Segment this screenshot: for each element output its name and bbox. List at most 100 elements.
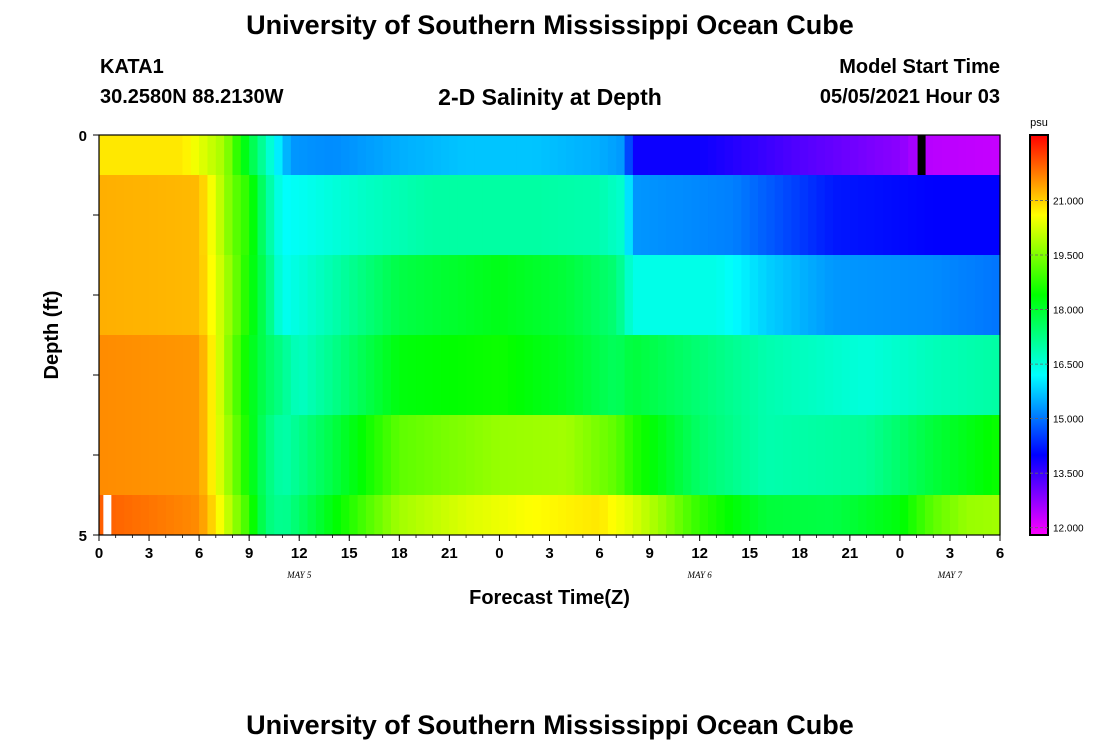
heatmap-cell	[724, 135, 734, 175]
x-tick-label: 6	[195, 545, 203, 562]
heatmap-cell	[566, 135, 576, 175]
heatmap-cell	[657, 135, 667, 175]
heatmap-cell	[749, 335, 759, 415]
heatmap-cell	[324, 495, 334, 535]
heatmap-cell	[849, 495, 859, 535]
heatmap-cell	[549, 175, 559, 255]
heatmap-cell	[783, 135, 793, 175]
heatmap-cell	[599, 415, 609, 495]
heatmap-cell	[382, 335, 392, 415]
heatmap-cell	[482, 255, 492, 335]
model-start-value: 05/05/2021 Hour 03	[819, 86, 1000, 108]
heatmap-cell	[165, 135, 175, 175]
heatmap-cell	[966, 495, 976, 535]
heatmap-cell	[599, 135, 609, 175]
heatmap-cell	[632, 135, 642, 175]
heatmap-cell	[307, 415, 317, 495]
heatmap-cell	[916, 495, 926, 535]
heatmap-cell	[624, 135, 634, 175]
heatmap-cell	[365, 175, 375, 255]
heatmap-cell	[874, 415, 884, 495]
heatmap-cell	[991, 495, 1001, 535]
heatmap-cell	[682, 495, 692, 535]
heatmap-cell	[724, 175, 734, 255]
heatmap-cell	[816, 335, 826, 415]
colorbar	[1029, 134, 1049, 536]
heatmap-cell	[607, 415, 617, 495]
heatmap-cell	[616, 175, 626, 255]
heatmap-cell	[649, 175, 659, 255]
heatmap-cell	[657, 415, 667, 495]
x-tick-label: 3	[946, 545, 954, 562]
date-label: MAY 5	[286, 570, 312, 580]
heatmap-cell	[274, 135, 284, 175]
heatmap-cell	[916, 415, 926, 495]
heatmap-cell	[516, 255, 526, 335]
heatmap-cell	[899, 335, 909, 415]
heatmap-cell	[140, 135, 150, 175]
heatmap-cell	[407, 415, 417, 495]
heatmap-cell	[724, 255, 734, 335]
heatmap-cell	[340, 255, 350, 335]
heatmap-cell	[874, 135, 884, 175]
heatmap-cell	[924, 255, 934, 335]
heatmap-cell	[974, 335, 984, 415]
heatmap-cell	[441, 135, 450, 175]
heatmap-cell	[257, 335, 267, 415]
heatmap-cell	[132, 495, 142, 535]
data-marker	[917, 135, 926, 175]
heatmap-cell	[733, 335, 742, 415]
heatmap-cell	[474, 135, 484, 175]
heatmap-cell	[115, 335, 125, 415]
heatmap-cell	[958, 135, 968, 175]
heatmap-cell	[349, 255, 359, 335]
heatmap-cell	[340, 335, 350, 415]
heatmap-cell	[974, 255, 984, 335]
heatmap-cell	[708, 135, 717, 175]
heatmap-cell	[766, 415, 776, 495]
heatmap-cell	[933, 415, 943, 495]
heatmap-cell	[332, 495, 342, 535]
heatmap-cell	[340, 135, 350, 175]
x-tick-label: 3	[545, 545, 553, 562]
heatmap-cell	[157, 335, 167, 415]
heatmap-cell	[824, 255, 834, 335]
heatmap-cell	[791, 495, 801, 535]
heatmap-cell	[866, 335, 876, 415]
heatmap-cell	[808, 135, 818, 175]
heatmap-cell	[749, 255, 759, 335]
heatmap-cell	[349, 135, 359, 175]
heatmap-cell	[774, 335, 784, 415]
heatmap-cell	[691, 255, 701, 335]
heatmap-cell	[616, 335, 626, 415]
heatmap-cell	[182, 335, 192, 415]
heatmap-cell	[682, 415, 692, 495]
heatmap-cell	[924, 135, 934, 175]
heatmap-cell	[766, 335, 776, 415]
heatmap-cell	[265, 255, 275, 335]
heatmap-cell	[491, 495, 501, 535]
station-id: KATA1	[100, 56, 164, 78]
heatmap-cell	[265, 135, 275, 175]
heatmap-cell	[140, 495, 150, 535]
heatmap-cell	[758, 255, 768, 335]
heatmap-cell	[799, 335, 809, 415]
heatmap-cell	[682, 175, 692, 255]
heatmap-cell	[858, 495, 868, 535]
heatmap-cell	[516, 135, 526, 175]
heatmap-cell	[315, 415, 325, 495]
heatmap-cell	[632, 175, 642, 255]
heatmap-cell	[115, 255, 125, 335]
heatmap-cell	[207, 175, 217, 255]
heatmap-cell	[949, 335, 959, 415]
heatmap-cell	[941, 175, 951, 255]
heatmap-cell	[382, 415, 392, 495]
heatmap-cell	[616, 135, 626, 175]
heatmap-cell	[958, 335, 968, 415]
heatmap-cell	[816, 255, 826, 335]
heatmap-cell	[499, 255, 509, 335]
heatmap-cell	[541, 255, 551, 335]
heatmap-cell	[883, 495, 893, 535]
heatmap-cell	[883, 255, 893, 335]
heatmap-cell	[357, 415, 367, 495]
